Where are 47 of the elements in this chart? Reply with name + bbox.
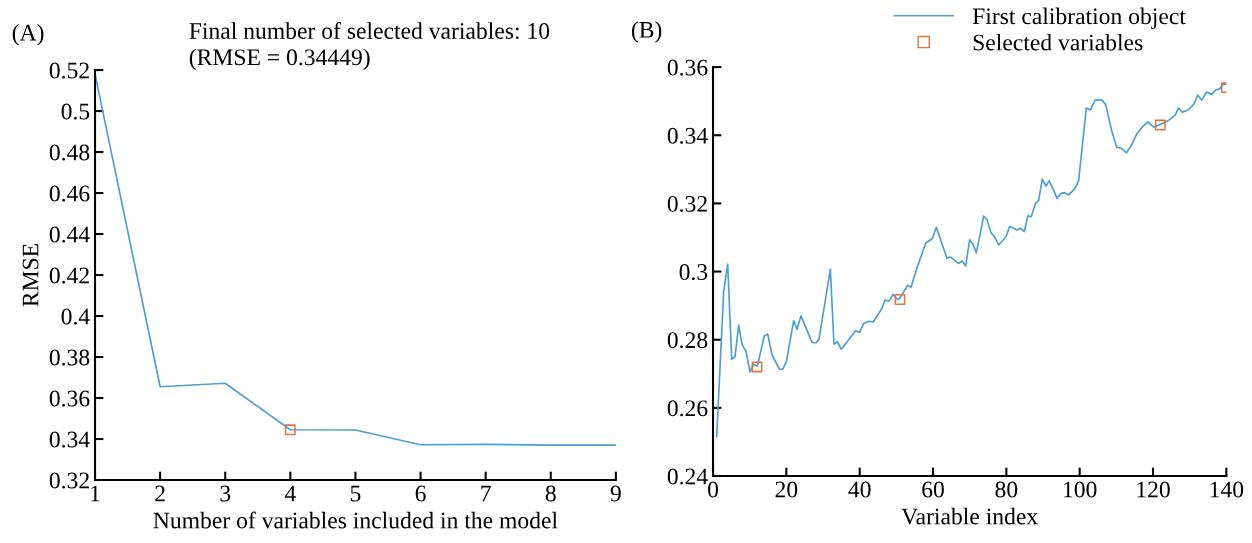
y-tick-label: 0.38 [49,349,90,366]
x-tick-label: 140 [1210,481,1244,498]
x-tick-label: 0 [708,481,719,498]
y-tick-label: 0.36 [667,59,708,76]
legend-label: First calibration object [972,7,1186,30]
y-tick-label: 0.34 [49,431,90,448]
y-tick-label: 0.24 [667,468,708,485]
x-axis-title: Number of variables included in the model [153,511,558,529]
x-tick-label: 80 [995,481,1018,498]
x-tick-label: 20 [775,481,798,498]
y-tick-label: 0.36 [49,390,90,407]
x-axis-title: Variable index [901,507,1038,525]
point [751,361,763,373]
y-tick-label: 0.3 [679,264,708,281]
x-tick-label: 2 [155,485,165,502]
x-tick-label: 4 [284,485,296,502]
y-tick-label: 0.32 [667,195,707,212]
y-tick-label: 0.42 [49,267,89,284]
x-tick-label: 3 [220,485,231,502]
line-series [715,83,1227,438]
legend-label: Selected variables [973,33,1143,51]
x-tick-label: 40 [848,481,871,498]
y-tick-label: 0.28 [667,332,708,349]
point [1154,119,1166,131]
x-tick-label: 9 [610,485,621,502]
x-tick-label: 7 [481,485,491,502]
x-tick-label: 100 [1064,481,1097,498]
y-tick-label: 0.48 [49,144,90,161]
text: (B) [631,21,662,43]
y-tick-label: 0.34 [667,127,708,144]
y-tick-label: 0.26 [667,400,708,417]
y-tick-label: 0.5 [61,103,90,120]
text: (A) [12,24,44,46]
y-tick-label: 0.44 [49,226,90,243]
chart-title: Final number of selected variables: 10 (RMSE = 0.34449) [189,22,550,71]
y-tick-label: 0.32 [49,472,89,489]
y-axis-title: RMSE [22,244,39,307]
x-tick-label: 5 [350,485,361,502]
x-tick-label: 1 [91,485,100,502]
x-tick-label: 120 [1137,481,1170,498]
y-tick-label: 0.4 [61,308,90,325]
x-tick-label: 8 [545,485,556,502]
point [894,294,906,305]
y-tick-label: 0.52 [49,62,89,79]
y-tick-label: 0.46 [49,185,90,202]
x-tick-label: 60 [922,481,944,498]
x-tick-label: 6 [415,485,426,502]
